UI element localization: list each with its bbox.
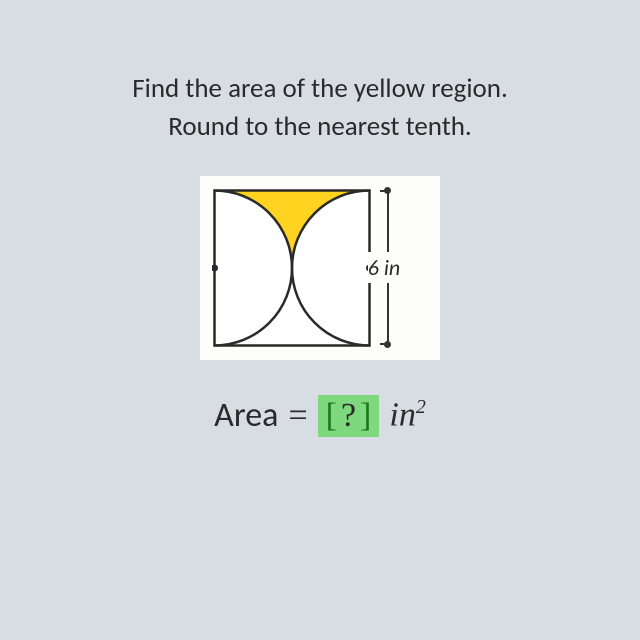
geometry-figure: [212, 188, 372, 348]
figure-container: 6 in: [200, 176, 440, 360]
side-measurement: 6 in: [380, 190, 428, 345]
instruction-line2: Round to the nearest tenth.: [132, 108, 508, 146]
unit-label: in2: [389, 396, 425, 434]
area-label: Area: [214, 395, 278, 436]
side-length-label: 6 in: [368, 252, 400, 283]
equals-sign: =: [288, 397, 307, 435]
instruction-line1: Find the area of the yellow region.: [132, 70, 508, 108]
answer-placeholder-box[interactable]: ?: [318, 395, 380, 437]
answer-line: Area = ? in2: [214, 395, 426, 437]
instruction-text: Find the area of the yellow region. Roun…: [132, 70, 508, 146]
